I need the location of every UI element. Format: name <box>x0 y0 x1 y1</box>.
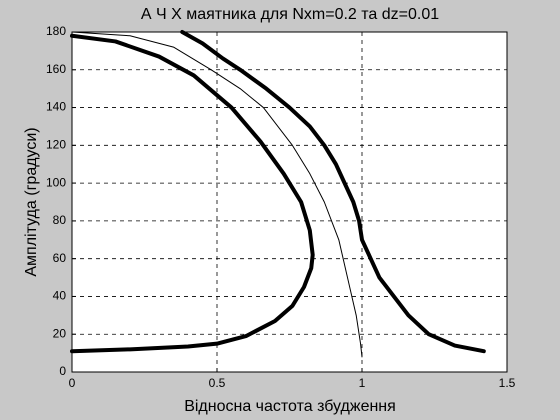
y-tick-label: 120 <box>46 138 66 152</box>
y-tick-label: 140 <box>46 100 66 114</box>
y-tick-label: 20 <box>53 326 67 340</box>
curve <box>71 31 363 358</box>
y-tick-label: 40 <box>53 289 67 303</box>
x-tick-label: 1 <box>359 376 366 390</box>
chart-title: А Ч Х маятника для Nxm=0.2 та dz=0.01 <box>141 6 439 23</box>
y-tick-label: 160 <box>46 62 66 76</box>
y-tick-label: 60 <box>53 251 67 265</box>
x-tick-label: 0.5 <box>209 376 226 390</box>
x-tick-label: 1.5 <box>499 376 516 390</box>
y-tick-label: 100 <box>46 175 66 189</box>
y-tick-label: 80 <box>53 213 67 227</box>
y-tick-label: 0 <box>59 364 66 378</box>
y-axis-label: Амплітуда (градуси) <box>23 127 40 276</box>
x-tick-label: 0 <box>69 376 76 390</box>
curve <box>180 30 486 354</box>
x-axis-label: Відносна частота збудження <box>184 398 396 415</box>
curve <box>70 33 315 354</box>
plot-area <box>71 31 508 373</box>
y-tick-label: 180 <box>46 24 66 38</box>
